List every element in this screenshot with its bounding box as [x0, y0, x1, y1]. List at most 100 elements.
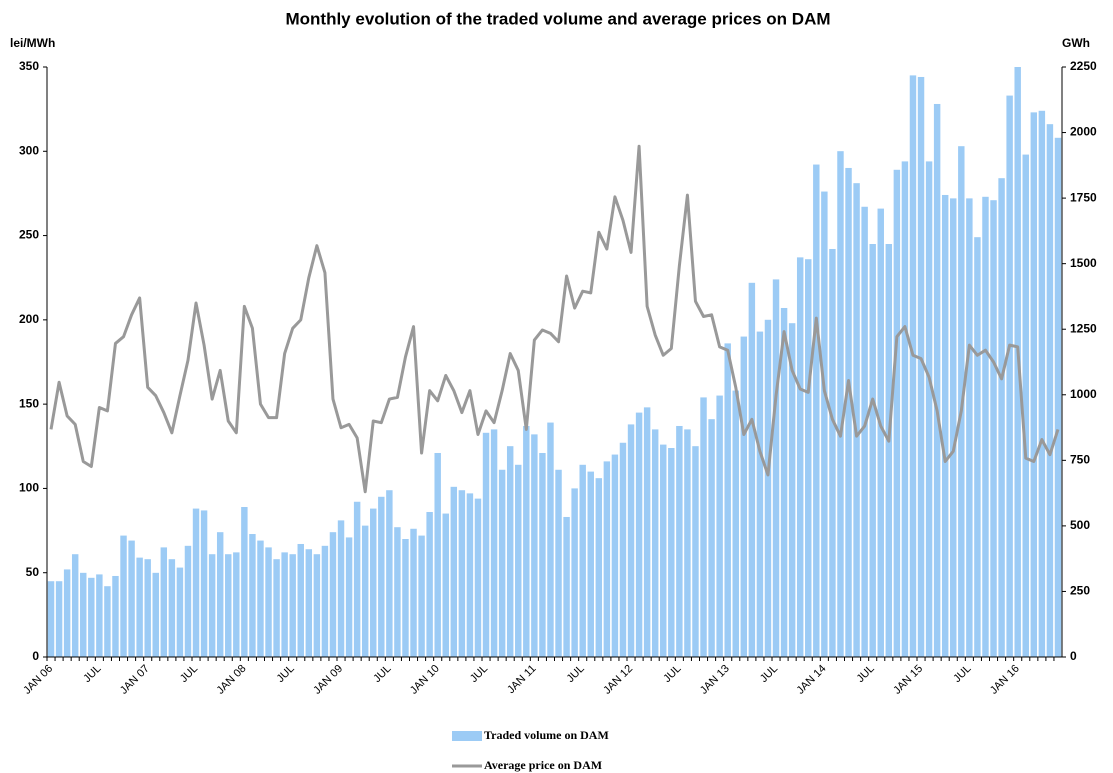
- bar: [805, 259, 812, 657]
- bar: [885, 244, 893, 657]
- bar: [216, 532, 224, 657]
- bar: [700, 397, 707, 657]
- bar: [837, 151, 844, 657]
- bar: [668, 448, 675, 657]
- bar: [353, 501, 361, 657]
- x-tick-label: JUL: [565, 663, 587, 685]
- x-tick-label: JUL: [951, 663, 973, 685]
- bar: [933, 103, 941, 658]
- x-tick-label: JAN 12: [601, 663, 635, 697]
- bar: [265, 547, 272, 657]
- x-tick-label: JUL: [468, 663, 490, 685]
- bar: [611, 454, 619, 657]
- legend-swatch: [452, 731, 482, 741]
- bar: [184, 545, 192, 657]
- bar: [829, 248, 836, 657]
- bar: [901, 161, 909, 657]
- bar: [289, 554, 296, 657]
- bar: [490, 429, 498, 657]
- bar: [96, 574, 103, 657]
- y2-tick-label: 1000: [1070, 387, 1097, 401]
- bar: [168, 559, 176, 657]
- y2-tick-label: 0: [1070, 649, 1077, 663]
- bar: [225, 554, 232, 657]
- x-tick-label: JAN 14: [795, 663, 829, 697]
- bar: [434, 452, 441, 657]
- x-tick-label: JUL: [81, 663, 103, 685]
- bar: [104, 586, 111, 657]
- bar: [877, 208, 884, 657]
- bar: [531, 434, 538, 657]
- bar: [394, 527, 401, 657]
- x-tick-label: JUL: [275, 663, 297, 685]
- bar: [442, 513, 449, 657]
- bar: [990, 200, 997, 657]
- y-tick-label: 200: [19, 312, 39, 326]
- bar: [861, 206, 868, 657]
- bar: [684, 429, 691, 657]
- price-line: [49, 144, 1060, 494]
- bar: [716, 395, 723, 657]
- bar: [418, 535, 425, 657]
- bar: [329, 532, 337, 657]
- bar: [120, 535, 127, 657]
- bar: [539, 452, 546, 657]
- bar: [708, 419, 715, 657]
- y-tick-label: 250: [19, 228, 39, 242]
- bar: [603, 461, 611, 657]
- bar: [909, 75, 917, 657]
- y-tick-label: 50: [26, 565, 40, 579]
- bar: [208, 554, 216, 657]
- y-axis-label: lei/MWh: [10, 36, 55, 50]
- bar: [651, 429, 659, 657]
- bar: [55, 581, 63, 657]
- bar: [498, 469, 506, 657]
- bar: [676, 425, 683, 657]
- bar: [474, 498, 482, 657]
- bar: [152, 572, 159, 657]
- bar: [506, 446, 514, 657]
- bar: [144, 559, 151, 657]
- bar: [764, 319, 772, 657]
- bar: [337, 520, 345, 657]
- bar: [361, 525, 369, 657]
- bar: [619, 442, 627, 657]
- bar: [370, 508, 377, 657]
- bar: [458, 490, 466, 657]
- bar: [273, 559, 280, 657]
- x-tick-label: JAN 15: [891, 663, 925, 697]
- bar: [893, 169, 901, 657]
- y2-tick-label: 250: [1070, 584, 1090, 598]
- bar: [482, 432, 490, 657]
- bar: [660, 444, 667, 657]
- bar: [941, 194, 949, 657]
- bar: [950, 198, 957, 657]
- bar: [772, 279, 780, 657]
- x-tick-label: JUL: [855, 663, 877, 685]
- y-tick-label: 300: [19, 143, 39, 157]
- bar: [1022, 154, 1029, 658]
- bar: [450, 486, 458, 657]
- bar: [756, 331, 764, 657]
- bar: [112, 575, 119, 657]
- bar: [748, 282, 756, 657]
- bar: [635, 412, 643, 657]
- bar: [257, 540, 264, 657]
- y-tick-label: 350: [19, 59, 39, 73]
- bar: [595, 478, 603, 657]
- bar: [974, 237, 981, 657]
- y2-tick-label: 1500: [1070, 256, 1097, 270]
- bar: [547, 422, 554, 657]
- bar: [63, 569, 71, 657]
- bar: [160, 547, 168, 657]
- bar: [579, 464, 586, 657]
- bar: [345, 537, 353, 657]
- x-tick-label: JAN 13: [698, 663, 732, 697]
- x-tick-label: JUL: [758, 663, 780, 685]
- y2-tick-label: 2000: [1070, 125, 1097, 139]
- y2-tick-label: 2250: [1070, 59, 1097, 73]
- bar: [241, 507, 248, 657]
- x-tick-label: JUL: [178, 663, 200, 685]
- bar: [555, 469, 562, 657]
